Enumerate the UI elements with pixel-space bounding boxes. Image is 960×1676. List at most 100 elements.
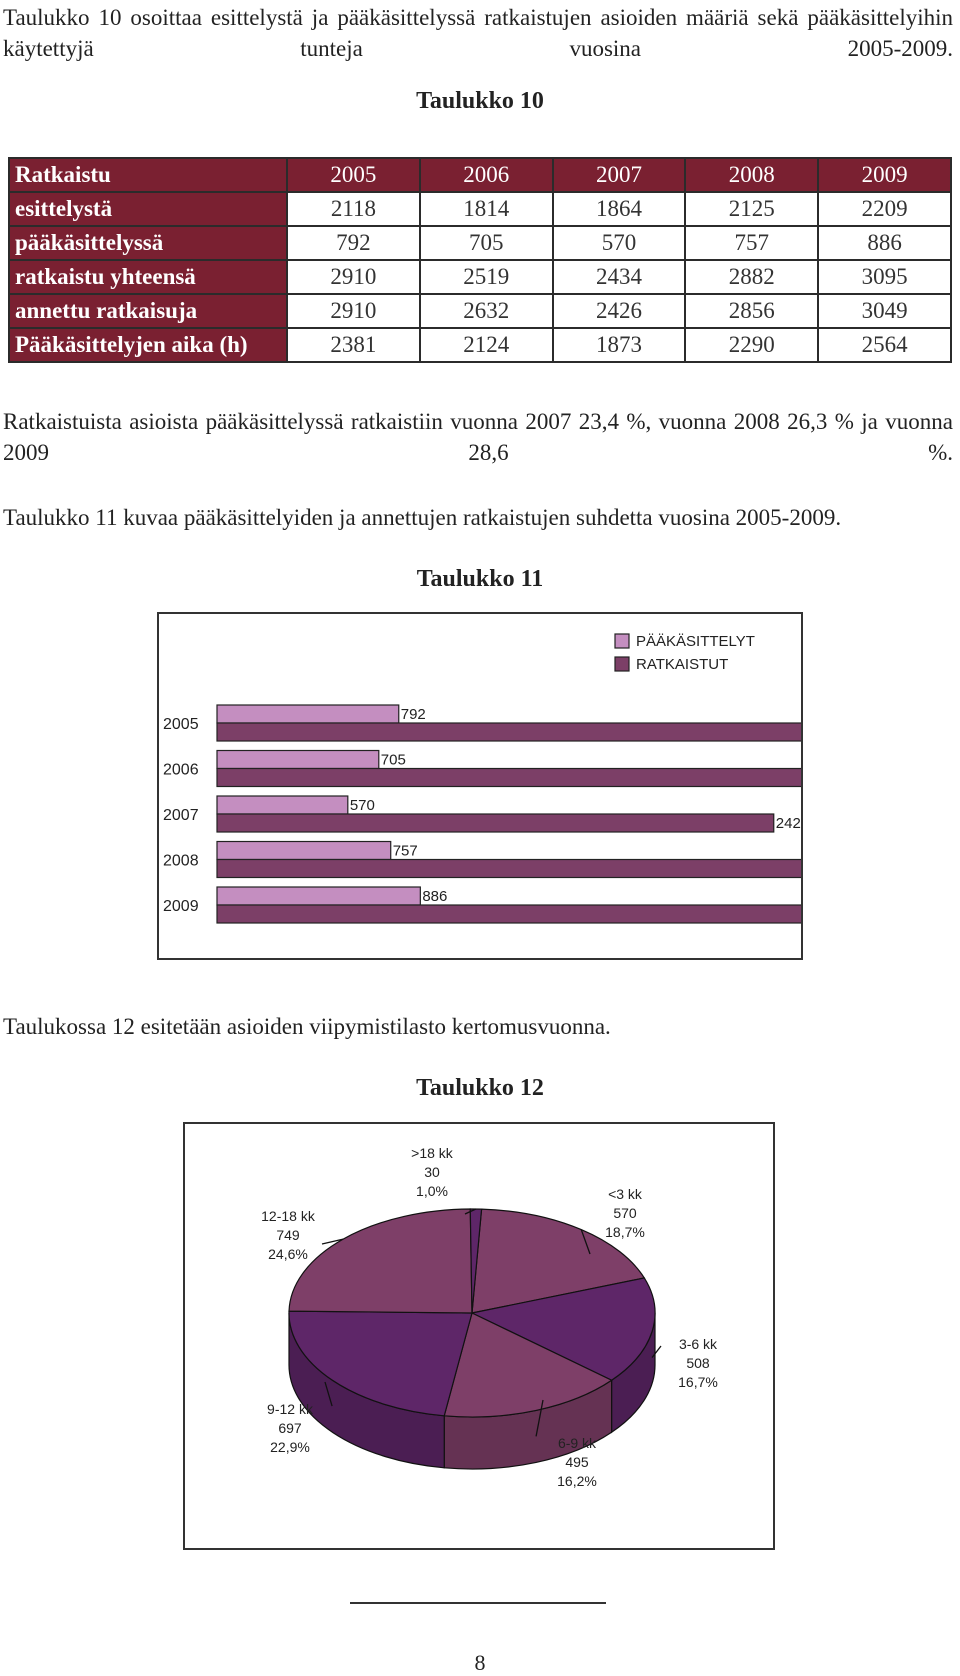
table-cell: 2910	[286, 259, 421, 295]
bar	[216, 704, 400, 724]
slice-percent: 22,9%	[270, 1439, 310, 1455]
pie-slice	[288, 1310, 473, 1417]
bar	[216, 722, 801, 742]
row-label: ratkaistu yhteensä	[8, 259, 288, 295]
category-label: 2005	[163, 716, 199, 733]
leader-line	[324, 1381, 333, 1407]
header-cell: 2008	[684, 157, 820, 193]
table-header-row: Ratkaistu 2005 2006 2007 2008 2009	[8, 157, 952, 193]
slice-label: 12-18 kk	[261, 1208, 316, 1224]
bar	[216, 767, 801, 788]
row-label: pääkäsittelyssä	[8, 225, 288, 261]
table-cell: 2564	[817, 327, 952, 363]
bar	[216, 858, 801, 879]
table11-caption: Taulukko 11	[416, 566, 544, 592]
data-label: 757	[393, 843, 418, 860]
data-label: 705	[381, 752, 406, 769]
row-label: esittelystä	[8, 191, 288, 227]
bar	[216, 886, 421, 906]
page-number: 8	[474, 1650, 486, 1675]
data-label: 792	[401, 706, 426, 723]
pie-chart-frame: <3 kk 570 18,7% 3-6 kk 508 16,7% 6-9 kk 495 16,2…	[183, 1122, 775, 1550]
slice-value: 508	[686, 1355, 710, 1371]
pie-slice	[470, 1277, 656, 1381]
bar	[216, 813, 775, 833]
slice-label: <3 kk	[608, 1186, 643, 1202]
table-cell: 2632	[418, 293, 554, 329]
table-cell: 2381	[286, 327, 421, 363]
pie-slice	[443, 1312, 613, 1418]
table-10: Ratkaistu 2005 2006 2007 2008 2009 esitt…	[8, 157, 952, 363]
leader-line	[464, 1208, 477, 1215]
category-label: 2006	[163, 762, 199, 779]
category-label: 2007	[163, 807, 199, 824]
slice-percent: 16,7%	[678, 1374, 718, 1390]
table-row: pääkäsittelyssä 792 705 570 757 886	[8, 225, 952, 261]
pie-chart: <3 kk 570 18,7% 3-6 kk 508 16,7% 6-9 kk 495 16,2…	[261, 1145, 718, 1489]
table-cell: 570	[551, 225, 687, 261]
table-row: esittelystä 2118 1814 1864 2125 2209	[8, 191, 952, 227]
table-cell: 757	[684, 225, 820, 261]
table-cell: 1864	[551, 191, 687, 227]
paragraph-percentages: Ratkaistuista asioista pääkäsittelyssä r…	[3, 409, 953, 465]
slice-value: 495	[565, 1454, 589, 1470]
table-row: annettu ratkaisuja 2910 2632 2426 2856 3…	[8, 293, 952, 329]
paragraph-table12-intro: Taulukossa 12 esitetään asioiden viipymi…	[3, 1014, 611, 1039]
slice-value: 697	[278, 1420, 302, 1436]
leader-line	[580, 1229, 591, 1255]
leader-line	[651, 1345, 662, 1358]
table-cell: 792	[286, 225, 421, 261]
slice-percent: 16,2%	[557, 1473, 597, 1489]
slice-value: 749	[276, 1227, 300, 1243]
legend-swatch	[614, 656, 630, 672]
slice-percent: 18,7%	[605, 1224, 645, 1240]
table-cell: 2124	[418, 327, 554, 363]
row-label: annettu ratkaisuja	[8, 293, 288, 329]
table-cell: 1814	[418, 191, 554, 227]
data-label: 570	[350, 797, 375, 814]
table-row: Pääkäsittelyjen aika (h) 2381 2124 1873 …	[8, 327, 952, 363]
footer-rule	[350, 1602, 606, 1604]
table10-caption: Taulukko 10	[416, 88, 544, 114]
data-label: 2426	[776, 815, 801, 832]
bar	[216, 840, 392, 861]
header-cell: 2006	[418, 157, 554, 193]
table-cell: 886	[817, 225, 952, 261]
table-cell: 1873	[551, 327, 687, 363]
pie-slice	[471, 1208, 646, 1314]
bar	[216, 749, 380, 770]
slice-value: 30	[424, 1164, 440, 1180]
leader-line	[321, 1238, 344, 1245]
header-cell: 2007	[551, 157, 687, 193]
slice-label: >18 kk	[411, 1145, 454, 1161]
legend-label: RATKAISTUT	[636, 656, 728, 673]
table-row: ratkaistu yhteensä 2910 2519 2434 2882 3…	[8, 259, 952, 295]
data-label: 886	[422, 888, 447, 905]
legend-label: PÄÄKÄSITTELYT	[636, 633, 755, 650]
table-cell: 2910	[286, 293, 421, 329]
bar-chart-frame: PÄÄKÄSITTELYTRATKAISTUT20057922910200670…	[157, 612, 803, 960]
intro-paragraph: Taulukko 10 osoittaa esittelystä ja pääk…	[3, 5, 953, 61]
header-cell: 2005	[286, 157, 421, 193]
category-label: 2009	[163, 898, 199, 915]
legend-swatch	[614, 633, 630, 649]
table-cell: 2434	[551, 259, 687, 295]
table-cell: 2209	[817, 191, 952, 227]
slice-percent: 1,0%	[416, 1183, 448, 1199]
bar-chart: PÄÄKÄSITTELYTRATKAISTUT20057922910200670…	[163, 633, 801, 924]
slice-percent: 24,6%	[268, 1246, 308, 1262]
slice-value: 570	[613, 1205, 637, 1221]
table-cell: 2519	[418, 259, 554, 295]
row-label: Pääkäsittelyjen aika (h)	[8, 327, 288, 363]
table-cell: 2290	[684, 327, 820, 363]
bar	[216, 904, 801, 924]
table-cell: 2426	[551, 293, 687, 329]
slice-label: 3-6 kk	[679, 1336, 718, 1352]
bar	[216, 795, 349, 815]
pie-slice	[288, 1208, 473, 1314]
header-cell: Ratkaistu	[8, 157, 288, 193]
leader-line	[535, 1399, 544, 1437]
table-cell: 705	[418, 225, 554, 261]
header-cell: 2009	[817, 157, 952, 193]
table-cell: 2125	[684, 191, 820, 227]
